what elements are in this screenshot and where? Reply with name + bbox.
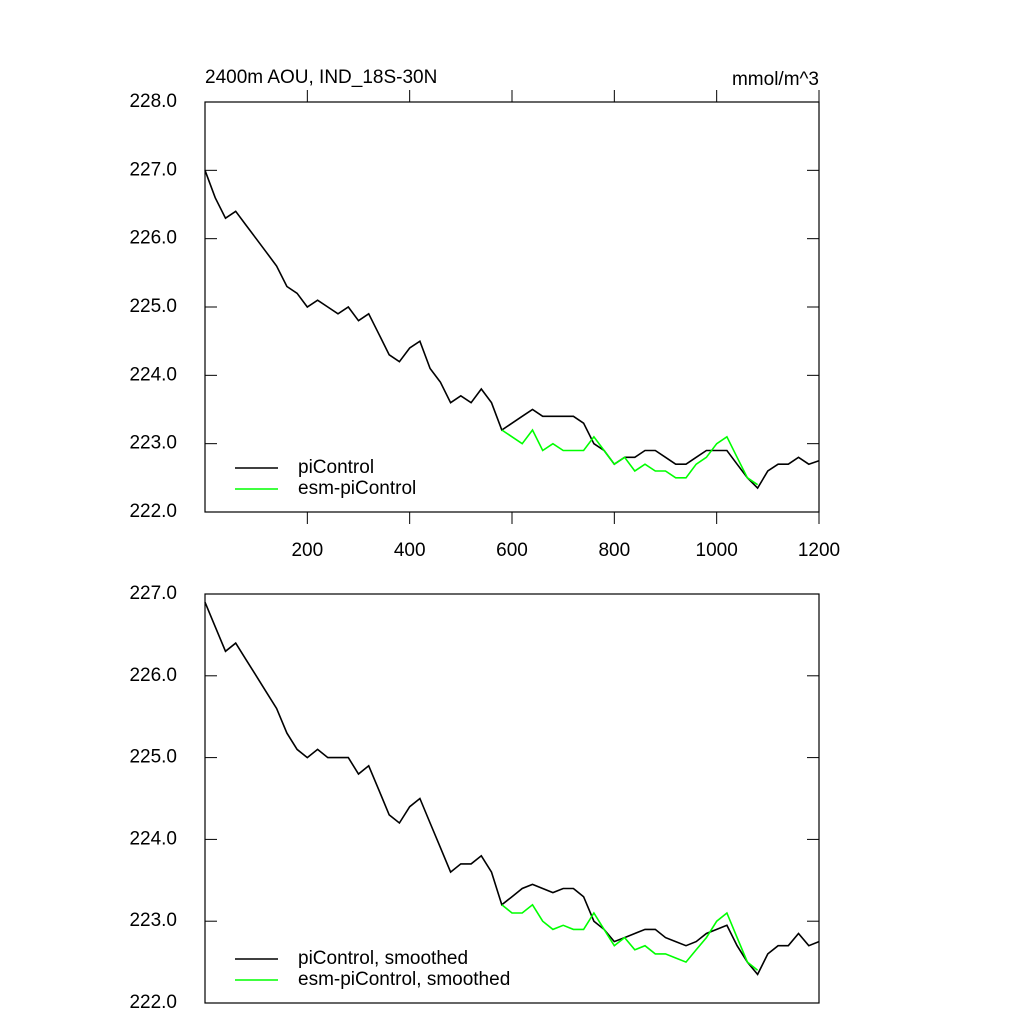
legend-label: piControl, smoothed [298,948,468,969]
y-tick-label: 226.0 [129,228,177,249]
series-line [204,170,820,490]
y-tick-label: 226.0 [129,665,177,686]
y-tick-label: 225.0 [129,747,177,768]
x-tick-label: 200 [291,540,323,561]
plot-frame [204,101,820,513]
x-tick-label: 400 [394,540,426,561]
y-tick-label: 222.0 [129,501,177,522]
x-tick-label: 1000 [696,540,738,561]
legend-label: esm-piControl [298,478,416,499]
legend-label: piControl [298,457,374,478]
x-tick-label: 600 [496,540,528,561]
y-tick-label: 224.0 [129,828,177,849]
units-label: mmol/m^3 [732,69,819,90]
series-line [501,428,759,486]
x-tick-label: 800 [598,540,630,561]
y-tick-label: 224.0 [129,364,177,385]
plot-frame [204,593,820,1004]
series-line [204,601,820,976]
x-tick-label: 1200 [798,540,840,561]
y-tick-label: 223.0 [129,433,177,454]
y-tick-label: 225.0 [129,296,177,317]
y-tick-label: 227.0 [129,583,177,604]
y-tick-label: 223.0 [129,910,177,931]
series-line [501,903,759,971]
y-tick-label: 228.0 [129,91,177,112]
chart-title: 2400m AOU, IND_18S-30N [205,67,437,88]
y-tick-label: 222.0 [129,992,177,1013]
legend-label: esm-piControl, smoothed [298,969,510,990]
y-tick-label: 227.0 [129,159,177,180]
